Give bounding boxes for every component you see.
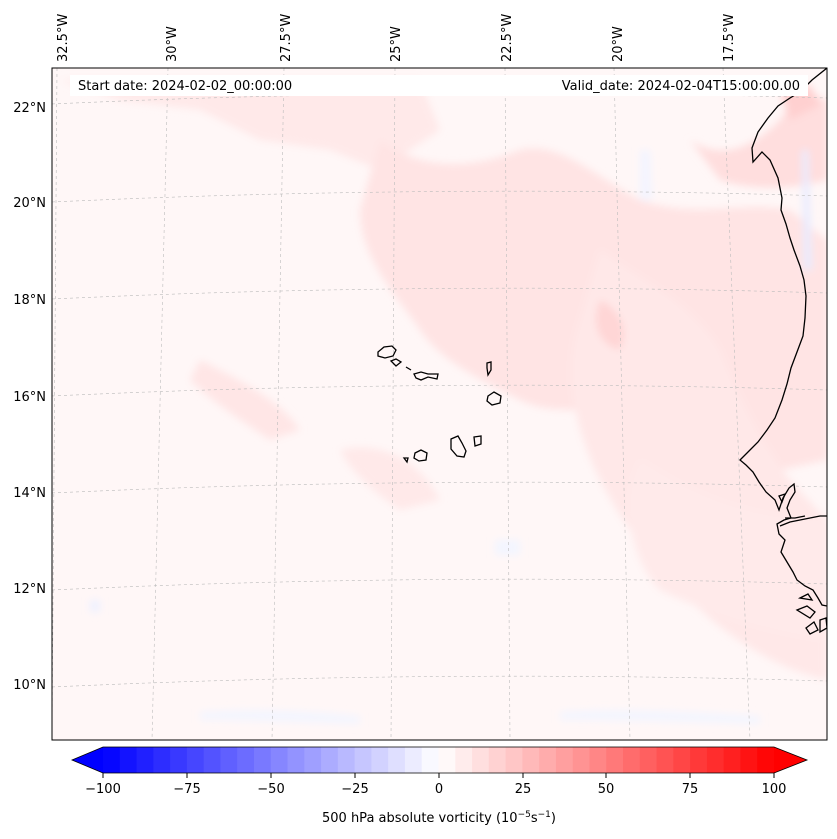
- lon-label: 22.5°W: [500, 14, 515, 62]
- colorbar-cell: [706, 747, 725, 773]
- colorbar-cell: [522, 747, 540, 773]
- island-santa-luzia: [405, 366, 412, 371]
- lon-label: 25°W: [389, 26, 404, 62]
- header-bar: Start date: 2024-02-02_00:00:00 Valid_da…: [70, 75, 808, 96]
- colorbar-tick-label: 75: [682, 782, 699, 797]
- vorticity-field: [60, 80, 827, 724]
- colorbar-label: 500 hPa absolute vorticity (10−5s−1): [322, 810, 556, 826]
- colorbar-cell: [539, 747, 557, 773]
- colorbar-cell: [270, 747, 289, 773]
- lat-label: 10°N: [13, 678, 46, 693]
- lon-label: 30°W: [165, 26, 180, 62]
- lat-label: 16°N: [13, 390, 46, 405]
- gambia-river: [785, 515, 806, 519]
- island-sao-vicente: [389, 358, 403, 367]
- island-boa-vista: [486, 391, 502, 406]
- colorbar-cell: [589, 747, 607, 773]
- colorbar-tick-label: 0: [435, 782, 443, 797]
- colorbar-cell: [673, 747, 691, 773]
- colorbar: −100 −75 −50 −25 0 25 50 75 100 500 hPa …: [70, 746, 809, 826]
- island-santo-antao: [377, 345, 397, 359]
- lat-label: 20°N: [13, 196, 46, 211]
- guinea-bissau-coast: [779, 515, 827, 527]
- bijagos-islands: [795, 593, 827, 635]
- latitude-labels: 22°N 20°N 18°N 16°N 14°N 12°N 10°N: [13, 101, 46, 693]
- island-brava: [402, 457, 409, 464]
- colorbar-cell: [656, 747, 674, 773]
- colorbar-cell: [421, 747, 440, 773]
- colorbar-tick-label: −100: [85, 782, 121, 797]
- colorbar-cell: [639, 747, 658, 773]
- colorbar-cell: [740, 747, 758, 773]
- colorbar-cell: [321, 747, 339, 773]
- colorbar-cell: [203, 747, 222, 773]
- start-date-label: Start date: 2024-02-02_00:00:00: [78, 79, 292, 94]
- island-sal: [486, 361, 492, 377]
- senegal-inlet: [778, 492, 787, 504]
- island-fogo: [413, 449, 428, 462]
- colorbar-cell: [690, 747, 708, 773]
- lon-label: 20°W: [611, 26, 626, 62]
- colorbar-cell: [337, 747, 356, 773]
- colorbar-cell: [488, 747, 507, 773]
- colorbar-cell: [388, 747, 406, 773]
- colorbar-tick-label: −50: [257, 782, 284, 797]
- colorbar-cell: [287, 747, 305, 773]
- colorbar-cell: [555, 747, 574, 773]
- colorbar-cell: [723, 747, 742, 773]
- colorbar-cell: [170, 747, 188, 773]
- valid-date-label: Valid_date: 2024-02-04T15:00:00.00: [562, 79, 800, 94]
- colorbar-cell: [354, 747, 373, 773]
- colorbar-cell: [103, 747, 121, 773]
- coastlines: [377, 68, 827, 635]
- map-panel: [51, 67, 828, 741]
- colorbar-extend-max: [774, 747, 807, 773]
- island-sao-nicolau: [413, 371, 439, 381]
- colorbar-extend-min: [72, 747, 103, 773]
- colorbar-cell: [237, 747, 255, 773]
- header-background: [70, 75, 808, 96]
- lon-label: 32.5°W: [56, 14, 71, 62]
- colorbar-cells: [72, 747, 807, 773]
- colorbar-cell: [438, 747, 456, 773]
- colorbar-cell: [186, 747, 205, 773]
- colorbar-cell: [572, 747, 591, 773]
- map-border: [51, 67, 828, 741]
- colorbar-cell: [455, 747, 473, 773]
- africa-coastline: [739, 68, 827, 607]
- colorbar-tick-label: 50: [598, 782, 615, 797]
- colorbar-cell: [119, 747, 138, 773]
- colorbar-cell: [136, 747, 154, 773]
- lon-label: 27.5°W: [279, 14, 294, 62]
- colorbar-cell: [623, 747, 641, 773]
- lat-label: 22°N: [13, 101, 46, 116]
- colorbar-tick-label: 25: [515, 782, 532, 797]
- colorbar-cell: [404, 747, 423, 773]
- lon-label: 17.5°W: [722, 14, 737, 62]
- longitude-labels: 32.5°W 30°W 27.5°W 25°W 22.5°W 20°W 17.5…: [56, 14, 737, 62]
- graticule: [52, 68, 827, 740]
- colorbar-cell: [253, 747, 272, 773]
- colorbar-tick-label: 100: [762, 782, 787, 797]
- lat-label: 14°N: [13, 486, 46, 501]
- colorbar-cell: [472, 747, 490, 773]
- lat-label: 12°N: [13, 582, 46, 597]
- colorbar-cell: [371, 747, 389, 773]
- lat-label: 18°N: [13, 293, 46, 308]
- colorbar-cell: [304, 747, 322, 773]
- colorbar-tick-label: −25: [341, 782, 368, 797]
- colorbar-cell: [757, 747, 775, 773]
- colorbar-ticks: [102, 773, 775, 778]
- island-santiago: [450, 435, 467, 458]
- colorbar-cell: [606, 747, 624, 773]
- colorbar-cell: [220, 747, 238, 773]
- colorbar-cell: [505, 747, 523, 773]
- colorbar-cell: [153, 747, 171, 773]
- island-maio: [473, 435, 482, 447]
- colorbar-tick-label: −75: [173, 782, 200, 797]
